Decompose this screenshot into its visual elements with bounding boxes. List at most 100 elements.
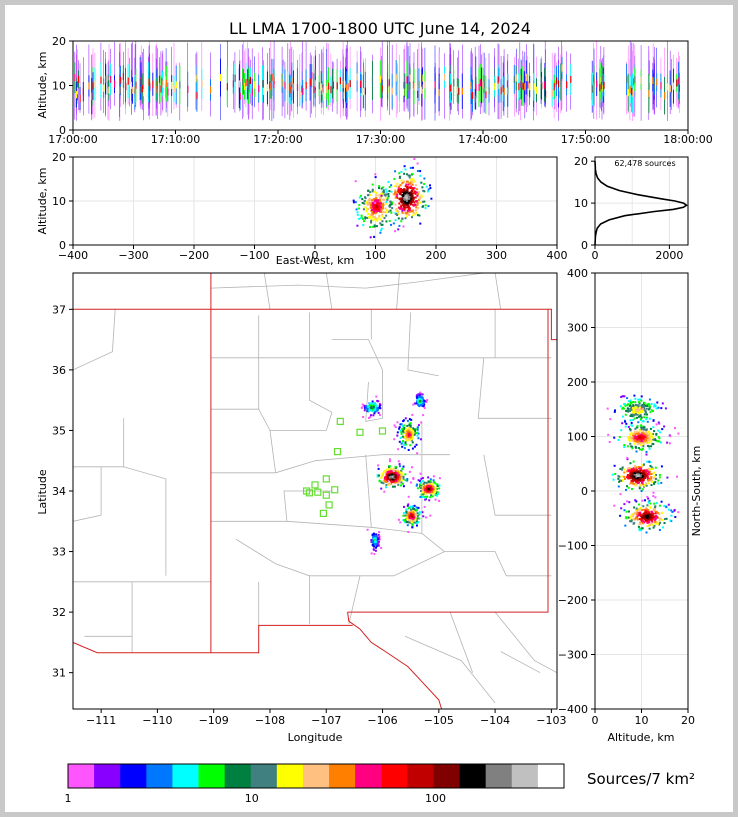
plan-view-source-cell (410, 481, 412, 484)
time-height-core (474, 95, 476, 103)
ns-source-cell (645, 518, 648, 521)
ns-source-cell (650, 523, 653, 526)
plan-view-source-cell (372, 539, 375, 542)
ns-source-cell (634, 477, 637, 480)
map-xtick-label: −103 (536, 714, 566, 727)
plan-view-source-cell (398, 463, 401, 466)
time-height-core (371, 76, 374, 84)
ew-source-cell (407, 204, 410, 207)
time-height-core (187, 85, 189, 93)
lma-station-marker (325, 501, 333, 509)
ew-source-cell (373, 218, 376, 221)
county-borders (73, 273, 557, 704)
ew-source-cell (412, 204, 415, 207)
time-height-core (226, 83, 228, 91)
ns-source-cell (646, 468, 649, 471)
ns-source-cell (623, 509, 626, 512)
plan-view-source-cell (391, 477, 394, 480)
ew-source-cell (373, 209, 376, 212)
ns-source-cell (648, 467, 650, 470)
plan-view-source-cell (388, 465, 391, 468)
ns-source-cell (637, 509, 640, 511)
ns-source-cell (641, 478, 644, 481)
ns-source-cell (652, 419, 655, 422)
ns-source-cell (661, 519, 664, 521)
ns-source-cell (645, 482, 648, 485)
time-height-core (105, 75, 107, 83)
ns-source-cell (647, 497, 650, 500)
time-height-core (167, 88, 169, 96)
ns-source-cell (635, 432, 638, 435)
plan-view-source-cell (408, 506, 411, 509)
ns-source-cell (629, 399, 632, 402)
ns-source-cell (656, 516, 658, 519)
ew-source-cell (402, 193, 405, 196)
ns-source-cell (645, 510, 648, 513)
plan-view-source-cell (407, 511, 410, 514)
plan-view-source-cell (419, 487, 422, 490)
ns-source-cell (643, 469, 646, 472)
ns-source-cell (641, 438, 644, 441)
time-height-core (140, 77, 142, 85)
plan-view-source-cell (397, 471, 400, 474)
time-height-core (77, 75, 80, 83)
time-height-core (363, 67, 365, 75)
plan-view-source-cell (408, 519, 411, 521)
time-height-core (660, 82, 662, 90)
colorbar-tick-label: 1 (65, 792, 72, 805)
plan-view-source-cell (385, 475, 388, 478)
ew-source-cell (418, 191, 421, 194)
time-height-xtick-label: 17:20:00 (253, 133, 302, 146)
plan-view-source-cell (411, 441, 414, 444)
ew-source-cell (380, 205, 383, 208)
ns-source-cell (633, 432, 636, 435)
time-height-core (247, 80, 249, 88)
ew-xlabel: East-West, km (276, 254, 354, 267)
plan-view-source-cell (371, 410, 374, 413)
ns-source-cell (640, 506, 643, 509)
ns-source-cell (630, 413, 633, 416)
ew-source-cell (360, 214, 363, 217)
plan-view-source-cell (410, 508, 412, 511)
plan-view-source-cell (429, 514, 432, 517)
plan-view-source-cell (361, 406, 364, 409)
ns-source-cell (650, 436, 653, 439)
ns-source-cell (669, 435, 672, 438)
plan-view-source-cell (398, 474, 401, 477)
lma-station-marker (333, 448, 342, 456)
plan-view-source-cell (424, 496, 427, 499)
ns-source-cell (636, 406, 639, 409)
plan-view-source-cell (427, 482, 430, 485)
plan-view-source-cell (419, 496, 422, 498)
ns-source-cell (646, 404, 649, 407)
ew-source-cell (411, 183, 414, 186)
ew-source-cell (423, 177, 426, 180)
time-height-core (160, 85, 162, 93)
ew-source-cell (371, 213, 374, 216)
ns-source-cell (628, 501, 631, 504)
ns-source-cell (630, 406, 633, 409)
ns-source-cell (640, 515, 643, 518)
ew-source-cell (416, 170, 419, 172)
ns-source-cell (638, 522, 641, 525)
plan-view-source-cell (415, 432, 418, 435)
plan-view-source-cell (416, 483, 418, 486)
plan-view-source-cell (414, 430, 416, 432)
ns-source-cell (621, 407, 624, 410)
ns-source-cell (648, 513, 651, 516)
ns-source-cell (650, 484, 653, 487)
ns-source-cell (645, 531, 648, 534)
ew-source-cell (403, 206, 406, 209)
ns-source-cell (655, 521, 658, 524)
time-height-core (601, 75, 604, 83)
ew-source-cell (398, 172, 401, 175)
plan-view-source-cell (361, 403, 364, 406)
plan-view-source-cell (434, 498, 437, 501)
ns-source-cell (649, 502, 652, 505)
lma-station-marker (356, 428, 364, 436)
time-height-core (258, 85, 260, 93)
time-height-core (387, 80, 389, 88)
colorbar-cell (433, 764, 461, 788)
colorbar-frame (67, 763, 565, 789)
ns-source-cell (629, 462, 632, 465)
